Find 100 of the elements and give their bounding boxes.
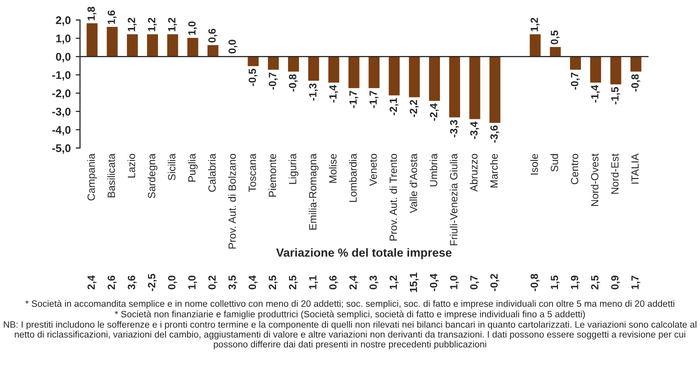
text: -2,5: [148, 274, 157, 292]
x-tick-label: Sardegna: [148, 153, 158, 198]
y-tick-label: 1,0: [56, 34, 71, 44]
data-label: 0,0: [228, 40, 238, 54]
text: 0,4: [248, 275, 258, 290]
text: 1,0: [188, 276, 198, 290]
data-label: 0,6: [208, 28, 218, 42]
x-tick-label: Lazio: [128, 154, 136, 178]
x-tick-label: Molise: [328, 154, 337, 183]
data-label: 1,2: [530, 18, 540, 32]
bar: [288, 56, 299, 72]
x-tick-label: ITALIA: [631, 154, 639, 184]
data-label: 1,2: [148, 18, 157, 32]
data-label: 1,2: [128, 18, 137, 32]
data-label: -3,4: [470, 122, 480, 140]
data-label: -2,1: [390, 98, 399, 116]
text: 3,6: [128, 276, 137, 290]
data-label: 1,8: [88, 6, 96, 20]
y-tick-label: -2,0: [52, 89, 71, 99]
text: 0,9: [611, 276, 620, 290]
x-tick-label: Centro: [570, 154, 578, 184]
data-label: -3,3: [450, 120, 459, 138]
x-tick-label: Toscana: [248, 153, 256, 192]
data-label: -0,7: [268, 72, 278, 90]
data-label: -0,7: [570, 72, 580, 90]
text: 1,0: [450, 276, 459, 290]
bar: [590, 56, 602, 83]
text: * Società non finanziarie e famiglie produttrici (Società semplici, società di fatto e imprese individuali fino a 5 addetti): [114, 310, 585, 320]
text: -0,4: [430, 274, 439, 292]
x-tick-label: Umbria: [430, 153, 438, 186]
x-tick-label: Campania: [87, 153, 97, 200]
text: 0,2: [208, 276, 218, 290]
x-tick-label: Puglia: [188, 153, 198, 182]
data-label: -0,8: [631, 74, 640, 92]
bar: [86, 23, 98, 57]
text: 0,3: [369, 276, 378, 290]
data-label: -1,3: [309, 83, 318, 101]
data-label: -1,5: [611, 87, 620, 104]
bar: [489, 56, 500, 123]
text: 15,1: [410, 272, 419, 292]
bar: [126, 34, 138, 57]
text: 2,6: [108, 276, 117, 290]
text: 2,5: [288, 276, 298, 290]
bar: [167, 34, 178, 57]
text: 2,4: [349, 275, 358, 290]
y-tick-label: -3,0: [52, 108, 71, 118]
text: NB: I prestiti includono le sofferenze e i pronti contro termine e la componente di quelli non rilevati nei bilanci bancari in quanto cartolarizzati. Le variazioni sono calcolate al netto di riclassificazioni, variazioni del cambio, aggiustamenti di valore e altre variazioni non derivanti da transazioni. I dati possono essere soggetti a revisione per cui possono differire dai dati presenti in nostre precedenti pubblicazioni: [4, 321, 696, 350]
bar: [308, 56, 320, 81]
bar: [268, 56, 279, 70]
x-tick-label: Nord-Est: [610, 154, 619, 194]
x-tick-label: Basilicata: [107, 153, 116, 198]
x-tick-label: Friuli-Venezia Giulia: [450, 153, 458, 246]
text: 1,9: [570, 276, 580, 290]
x-tick-label: Marche: [490, 154, 498, 188]
bar: [187, 38, 198, 57]
text: 1,2: [390, 276, 399, 290]
data-label: -2,4: [430, 103, 439, 121]
x-tick-label: Emilia-Romagna: [308, 153, 318, 230]
data-label: -3,6: [490, 126, 500, 143]
x-tick-label: Sicilia: [168, 153, 176, 180]
data-label: -0,8: [288, 74, 298, 92]
x-tick-label: Abruzzo: [470, 154, 478, 192]
text: 0,7: [470, 276, 480, 290]
bar: [368, 56, 380, 88]
bar: [328, 56, 340, 83]
x-tick-label: Prov. Aut. di Trento: [389, 154, 398, 240]
data-label: -2,2: [410, 100, 419, 118]
text: 1,7: [631, 276, 640, 290]
bar: [106, 26, 118, 57]
x-tick-label: Calabria: [208, 153, 216, 192]
text: Variazione % del totale imprese: [276, 248, 452, 260]
y-tick-label: 2,0: [56, 16, 71, 26]
bar: [630, 56, 642, 72]
text: 1,5: [550, 276, 560, 290]
text: * Società in accomandita semplice e in nome collettivo con meno di 20 addetti; soc. semplici, soc. di fatto e imprese individuali con oltre 5 ma meno di 20 addetti: [25, 300, 674, 309]
text: -0,8: [530, 274, 540, 292]
text: 1,1: [309, 276, 318, 290]
x-tick-label: Lombardia: [349, 153, 357, 202]
data-label: -1,7: [370, 90, 378, 108]
data-label: 1,6: [108, 10, 117, 24]
data-label: -1,7: [349, 90, 358, 108]
y-tick-label: -4,0: [52, 126, 71, 136]
bar: [570, 56, 581, 70]
bar: [408, 56, 420, 98]
bar: [550, 47, 561, 57]
data-label: -0,5: [248, 68, 258, 86]
bar: [530, 34, 541, 57]
x-tick-label: Valle d'Aosta: [410, 153, 418, 214]
bar: [207, 45, 218, 57]
x-tick-label: Prov. Aut. di Bolzano: [228, 154, 236, 249]
data-label: 0,5: [550, 30, 560, 44]
text: 2,4: [88, 275, 96, 290]
data-label: 1,0: [188, 21, 198, 35]
bar: [348, 56, 360, 88]
x-tick-label: Piemonte: [268, 154, 276, 197]
y-tick-label: -5,0: [52, 144, 71, 154]
y-tick-label: 0,0: [56, 52, 71, 62]
x-tick-label: Sud: [550, 154, 558, 172]
bar: [469, 56, 480, 120]
x-tick-label: Nord-Ovest: [590, 154, 598, 206]
